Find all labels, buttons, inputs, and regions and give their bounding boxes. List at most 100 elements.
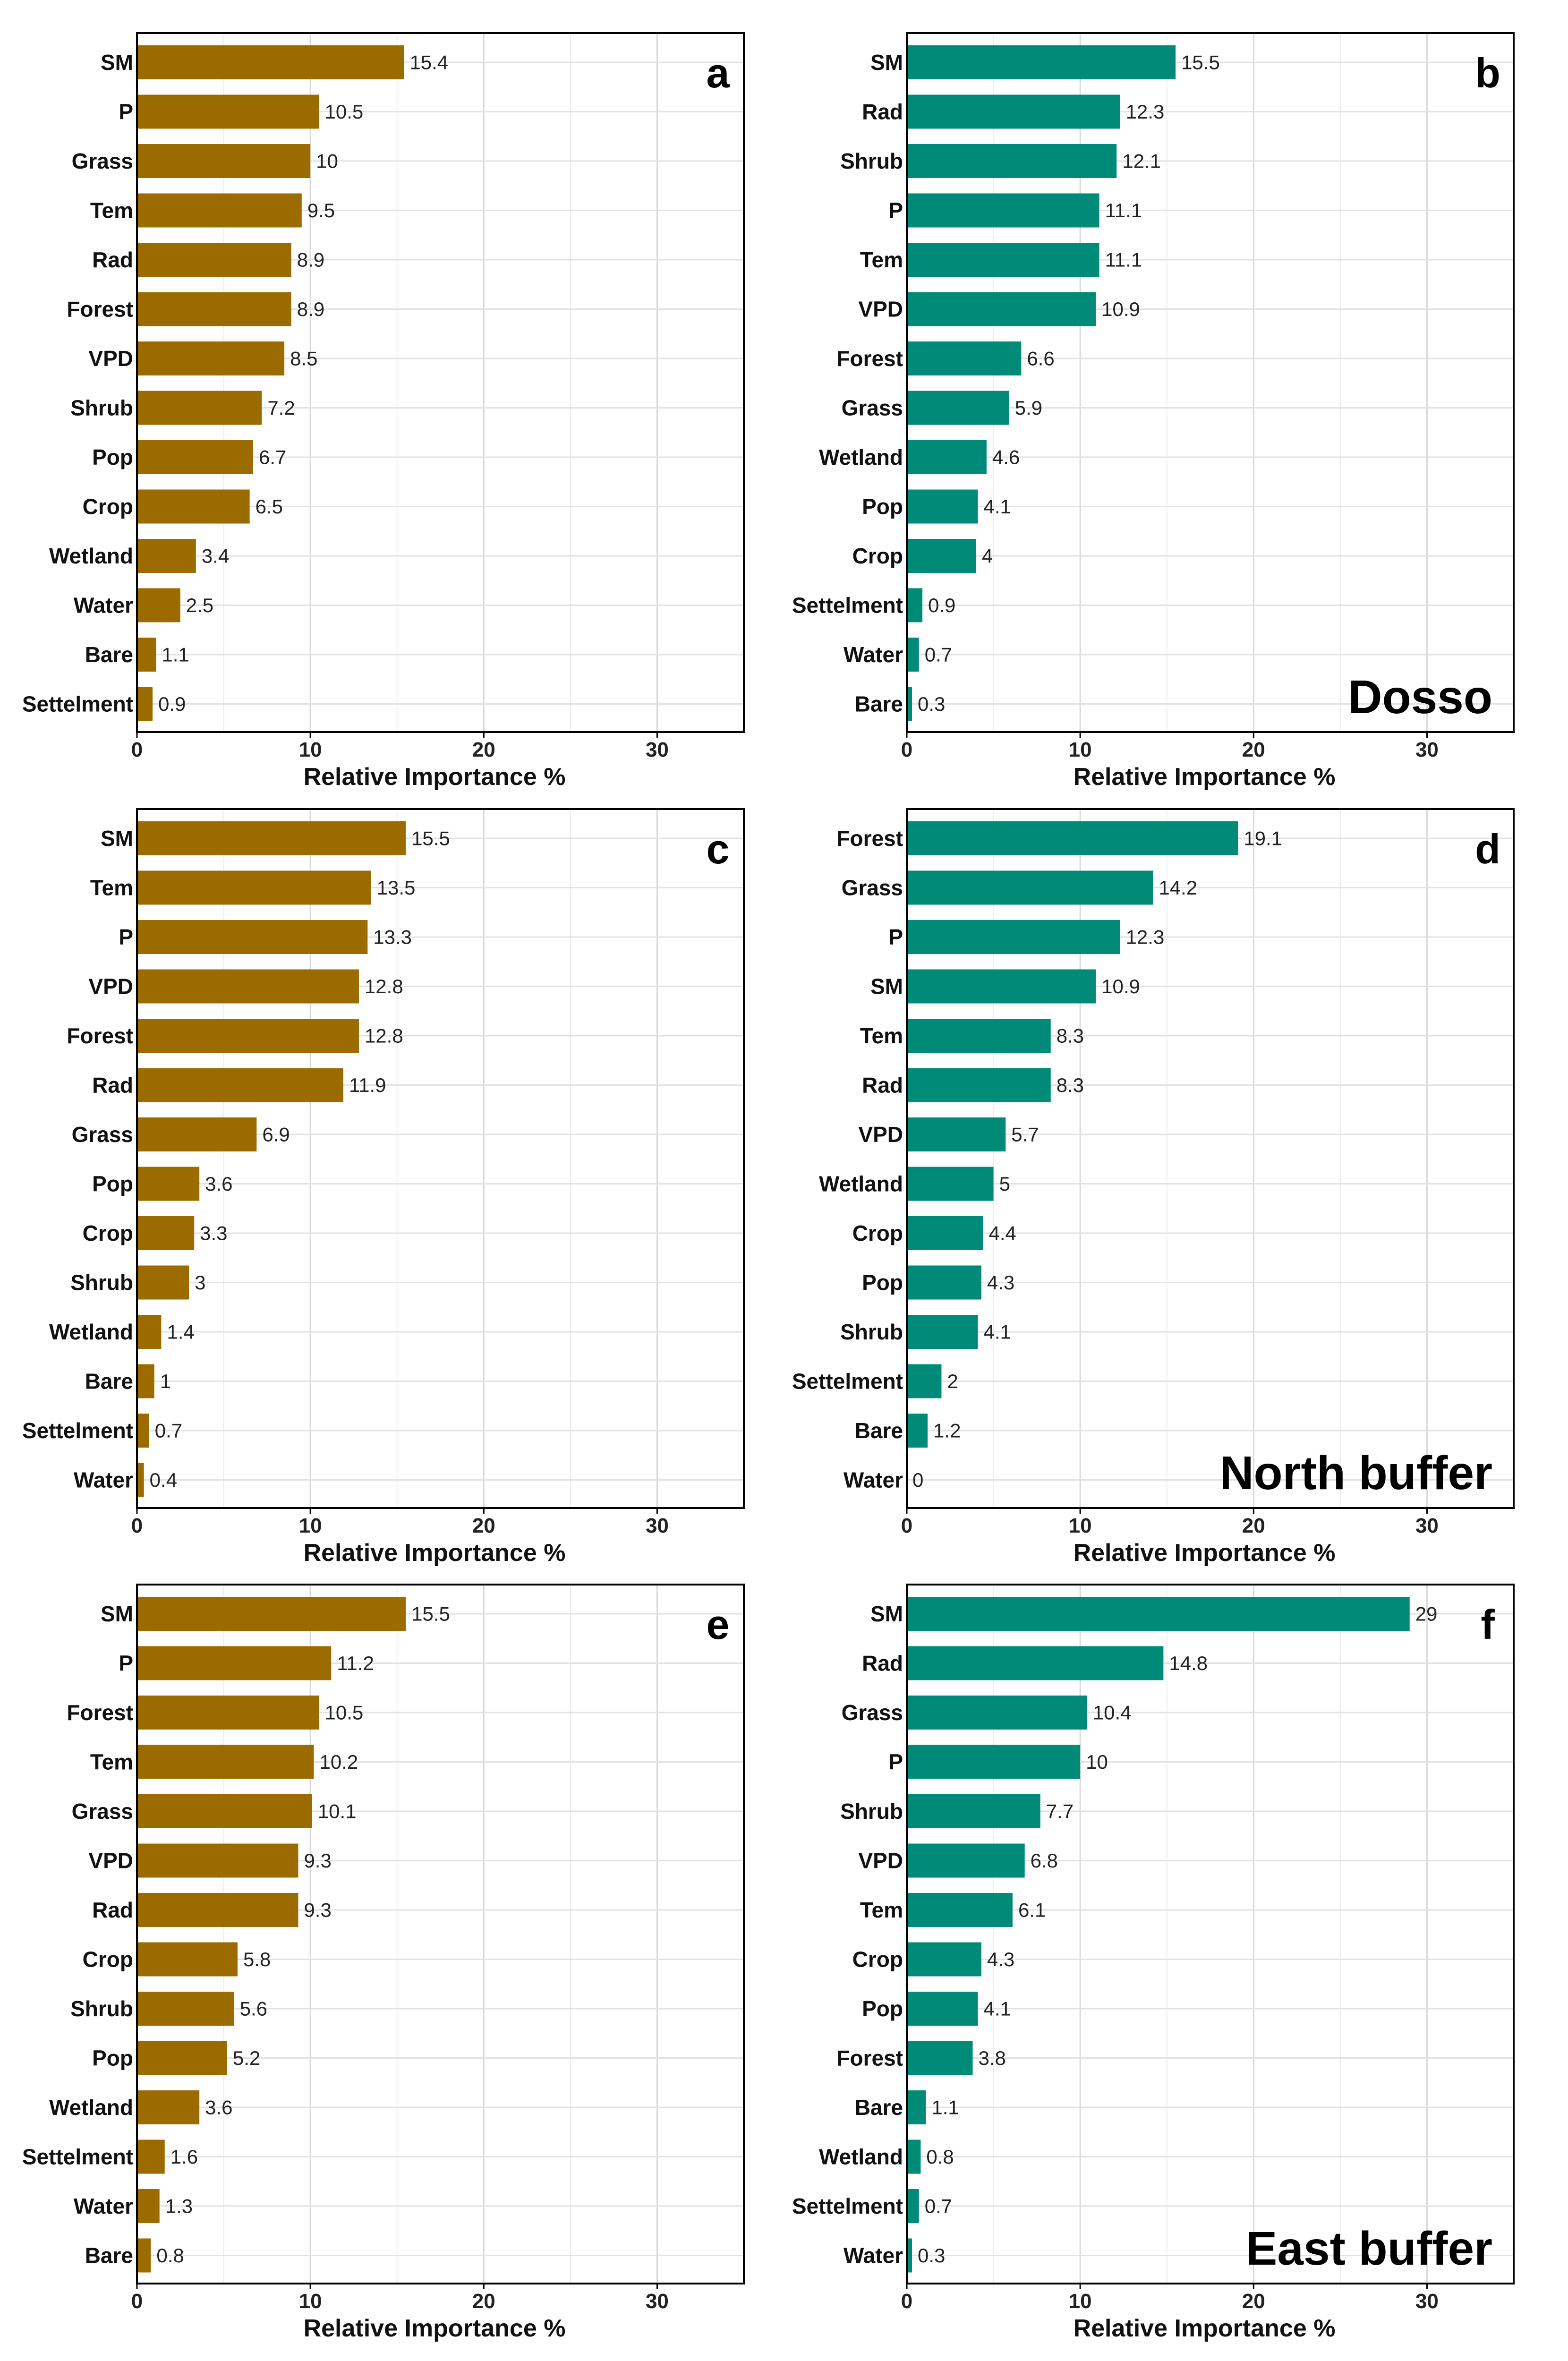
category-label: Shrub — [840, 1799, 903, 1824]
bar-shrub — [907, 144, 1117, 178]
data-label: 0.7 — [925, 2195, 952, 2217]
bar-p — [907, 193, 1099, 228]
data-label: 0.9 — [928, 594, 955, 616]
data-label: 13.5 — [377, 877, 416, 899]
bar-p — [137, 1646, 332, 1680]
bar-bare — [137, 1364, 154, 1398]
bar-water — [137, 1463, 144, 1497]
category-label: Rad — [92, 247, 133, 272]
data-label: 13.3 — [373, 926, 412, 948]
bar-settelment — [137, 1414, 149, 1448]
category-label: Grass — [842, 1700, 903, 1725]
x-axis-title: Relative Importance % — [1074, 763, 1336, 791]
x-tick-label: 10 — [299, 738, 322, 761]
bar-wetland — [137, 539, 196, 573]
bar-water — [137, 2189, 160, 2223]
category-label: VPD — [88, 1849, 133, 1873]
data-label: 4.1 — [984, 1998, 1011, 2020]
category-label: Tem — [860, 1023, 903, 1048]
bar-rad — [137, 1068, 343, 1102]
bar-grass — [907, 1696, 1087, 1730]
bar-wetland — [137, 2090, 200, 2124]
bar-pop — [907, 1265, 981, 1300]
data-label: 29 — [1415, 1603, 1438, 1625]
bar-pop — [137, 1167, 200, 1201]
category-label: VPD — [858, 1849, 903, 1873]
plot-frame — [136, 32, 745, 733]
bar-wetland — [907, 1167, 994, 1201]
data-label: 6.9 — [262, 1124, 290, 1146]
category-label: SM — [101, 50, 133, 75]
data-label: 3.6 — [205, 1173, 232, 1195]
x-tick-label: 30 — [1415, 738, 1439, 761]
panel-c: 15.5SM13.5Tem13.3P12.8VPD12.8Forest11.9R… — [22, 808, 745, 1567]
data-label: 0.3 — [918, 693, 945, 715]
data-label: 6.1 — [1018, 1899, 1046, 1921]
category-label: Forest — [67, 1700, 133, 1725]
bar-bare — [907, 687, 912, 721]
bar-grass — [907, 870, 1153, 905]
x-tick-label: 0 — [901, 2290, 912, 2313]
x-tick-label: 30 — [1415, 2290, 1439, 2313]
x-tick-label: 30 — [646, 2290, 669, 2313]
category-label: Wetland — [819, 2145, 903, 2169]
bar-wetland — [907, 2139, 921, 2174]
category-label: Settelment — [22, 1418, 133, 1443]
category-label: SM — [870, 1602, 903, 1626]
bar-rad — [907, 1068, 1051, 1102]
bar-crop — [137, 489, 250, 524]
bar-wetland — [137, 1315, 162, 1349]
region-label: Dosso — [1348, 671, 1492, 724]
x-tick-label: 10 — [299, 2290, 322, 2313]
data-label: 3.3 — [200, 1222, 227, 1244]
category-label: Settelment — [792, 2194, 903, 2218]
category-label: Settelment — [792, 1369, 903, 1394]
category-label: Settelment — [22, 692, 133, 716]
category-label: P — [119, 925, 133, 949]
category-label: SM — [870, 974, 903, 999]
x-axis-title: Relative Importance % — [304, 2315, 566, 2342]
data-label: 5.8 — [243, 1948, 271, 1970]
category-label: Water — [844, 642, 903, 667]
data-label: 6.8 — [1031, 1850, 1058, 1872]
category-label: Wetland — [49, 2095, 133, 2120]
category-label: Pop — [862, 494, 903, 519]
bar-settelment — [137, 2139, 165, 2174]
bar-pop — [907, 1992, 978, 2026]
data-label: 5 — [999, 1173, 1010, 1195]
data-label: 3.6 — [205, 2097, 232, 2119]
category-label: Pop — [92, 1172, 133, 1196]
category-label: Water — [844, 1468, 903, 1492]
bar-forest — [137, 1019, 359, 1053]
x-tick-label: 0 — [131, 2290, 143, 2313]
category-label: Bare — [85, 642, 133, 667]
category-label: P — [119, 1651, 133, 1676]
bar-sm — [137, 821, 406, 855]
bar-tem — [907, 1893, 1013, 1927]
bar-tem — [137, 870, 371, 905]
data-label: 12.1 — [1122, 150, 1161, 172]
x-tick-label: 20 — [1242, 738, 1265, 761]
data-label: 4.6 — [992, 446, 1020, 469]
bar-wetland — [907, 440, 987, 474]
data-label: 11.2 — [337, 1652, 374, 1674]
category-label: Wetland — [819, 1172, 903, 1196]
data-label: 0.8 — [926, 2146, 954, 2168]
data-label: 15.4 — [409, 51, 448, 74]
category-label: Water — [74, 593, 133, 618]
category-label: Settelment — [22, 2145, 133, 2169]
category-label: Water — [844, 2243, 903, 2268]
data-label: 10 — [316, 150, 338, 172]
data-label: 12.3 — [1126, 926, 1165, 948]
region-label: North buffer — [1219, 1447, 1492, 1500]
bar-water — [907, 638, 919, 672]
x-tick-label: 30 — [646, 738, 669, 761]
bar-forest — [907, 341, 1022, 375]
category-label: Shrub — [70, 396, 133, 420]
bar-forest — [137, 1696, 319, 1730]
category-label: Pop — [92, 2046, 133, 2071]
data-label: 2 — [947, 1370, 958, 1392]
data-label: 14.8 — [1169, 1652, 1208, 1674]
category-label: Grass — [72, 1122, 133, 1147]
